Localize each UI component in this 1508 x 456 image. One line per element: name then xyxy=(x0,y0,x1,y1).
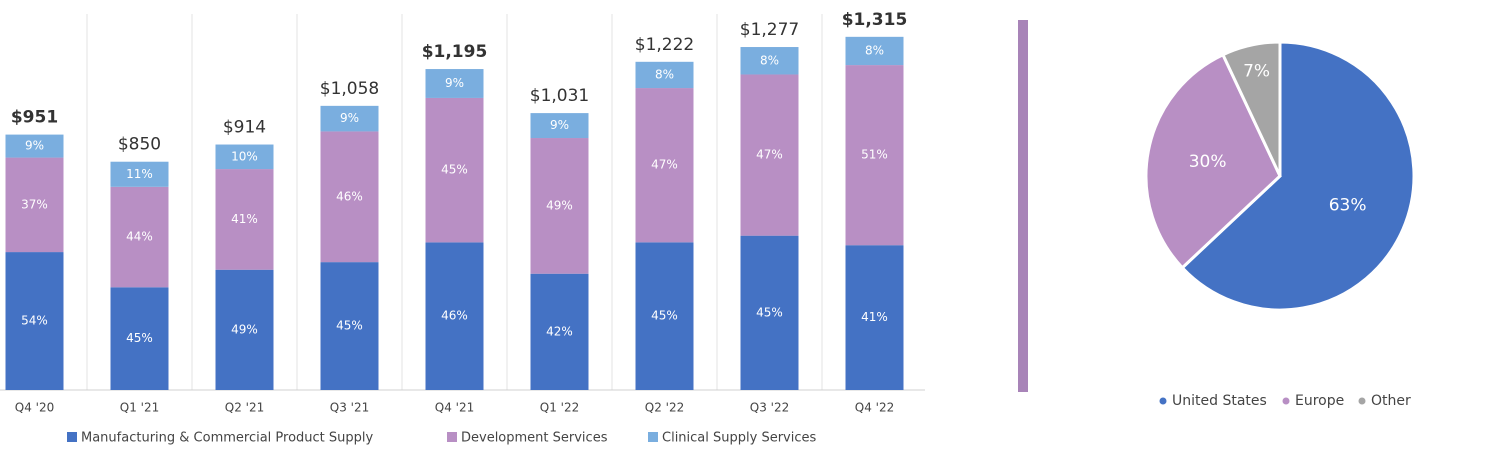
bar-segment xyxy=(530,113,589,139)
bar-segment xyxy=(635,88,694,243)
bar-segment xyxy=(320,262,379,390)
legend-swatch xyxy=(447,432,457,442)
slice-label: 30% xyxy=(1189,152,1227,172)
segment-label: 9% xyxy=(25,139,44,153)
bar-segment xyxy=(425,97,484,243)
bar-segment xyxy=(740,47,799,75)
bar-segment xyxy=(215,169,274,270)
segment-label: 47% xyxy=(651,158,678,172)
legend-label: Europe xyxy=(1295,393,1344,409)
total-label: $1,031 xyxy=(530,86,589,106)
pie-slice xyxy=(1180,40,1416,312)
bar-segment xyxy=(110,186,169,288)
bar-segment xyxy=(5,157,64,253)
bar-segment xyxy=(320,105,379,132)
segment-label: 9% xyxy=(550,118,569,132)
legend-swatch xyxy=(67,432,77,442)
divider xyxy=(1018,20,1028,392)
segment-label: 45% xyxy=(126,331,153,345)
x-tick-label: Q3 '21 xyxy=(330,401,369,415)
segment-label: 42% xyxy=(546,324,573,338)
bar-segment xyxy=(5,252,64,390)
legend-marker xyxy=(1159,397,1167,405)
segment-label: 54% xyxy=(21,314,48,328)
bar-segment xyxy=(635,61,694,89)
segment-label: 49% xyxy=(546,198,573,212)
total-label: $1,277 xyxy=(740,20,799,40)
bar-segment xyxy=(320,131,379,263)
slice-label: 7% xyxy=(1243,61,1270,81)
bar-segment xyxy=(845,245,904,390)
segment-label: 45% xyxy=(651,309,678,323)
bar-segment xyxy=(635,242,694,390)
segment-label: 44% xyxy=(126,230,153,244)
segment-label: 47% xyxy=(756,148,783,162)
segment-label: 46% xyxy=(441,309,468,323)
segment-label: 41% xyxy=(861,310,888,324)
x-tick-label: Q4 '21 xyxy=(435,401,474,415)
segment-label: 46% xyxy=(336,189,363,203)
x-tick-label: Q4 '20 xyxy=(15,401,54,415)
bar-segment xyxy=(215,144,274,170)
segment-label: 9% xyxy=(340,111,359,125)
x-tick-label: Q2 '21 xyxy=(225,401,264,415)
bar-segment xyxy=(215,269,274,390)
segment-label: 41% xyxy=(231,212,258,226)
x-tick-label: Q2 '22 xyxy=(645,401,684,415)
segment-label: 8% xyxy=(760,53,779,67)
legend-label: Development Services xyxy=(461,431,608,446)
segment-label: 11% xyxy=(126,167,153,181)
segment-label: 8% xyxy=(655,67,674,81)
legend-marker xyxy=(1282,397,1290,405)
bar-segment xyxy=(530,273,589,390)
pie-slice xyxy=(1220,40,1282,177)
segment-label: 8% xyxy=(865,43,884,57)
total-label: $1,058 xyxy=(320,79,379,99)
total-label: $914 xyxy=(223,118,266,138)
bar-segment xyxy=(740,235,799,390)
legend-label: Other xyxy=(1371,393,1411,409)
bar-segment xyxy=(845,65,904,246)
segment-label: 51% xyxy=(861,148,888,162)
segment-label: 49% xyxy=(231,322,258,336)
total-label: $1,315 xyxy=(842,10,908,30)
legend-label: United States xyxy=(1172,393,1267,409)
segment-label: 45% xyxy=(336,319,363,333)
bar-segment xyxy=(530,138,589,274)
segment-label: 9% xyxy=(445,76,464,90)
bar-segment xyxy=(110,161,169,187)
x-tick-label: Q4 '22 xyxy=(855,401,894,415)
bar-segment xyxy=(740,74,799,236)
x-tick-label: Q3 '22 xyxy=(750,401,789,415)
x-tick-label: Q1 '21 xyxy=(120,401,159,415)
legend-label: Manufacturing & Commercial Product Suppl… xyxy=(81,431,374,446)
bar-segment xyxy=(110,287,169,390)
total-label: $1,222 xyxy=(635,35,694,55)
slice-label: 63% xyxy=(1329,195,1367,215)
total-label: $1,195 xyxy=(422,42,488,62)
segment-label: 45% xyxy=(441,163,468,177)
x-tick-label: Q1 '22 xyxy=(540,401,579,415)
legend-marker xyxy=(1358,397,1366,405)
total-label: $850 xyxy=(118,135,161,155)
legend-label: Clinical Supply Services xyxy=(662,431,816,446)
segment-label: 10% xyxy=(231,149,258,163)
segment-label: 37% xyxy=(21,197,48,211)
bar-segment xyxy=(845,36,904,66)
legend-swatch xyxy=(648,432,658,442)
bar-segment xyxy=(425,242,484,390)
bar-segment xyxy=(425,69,484,98)
segment-label: 45% xyxy=(756,305,783,319)
total-label: $951 xyxy=(11,108,58,128)
bar-segment xyxy=(5,134,64,158)
